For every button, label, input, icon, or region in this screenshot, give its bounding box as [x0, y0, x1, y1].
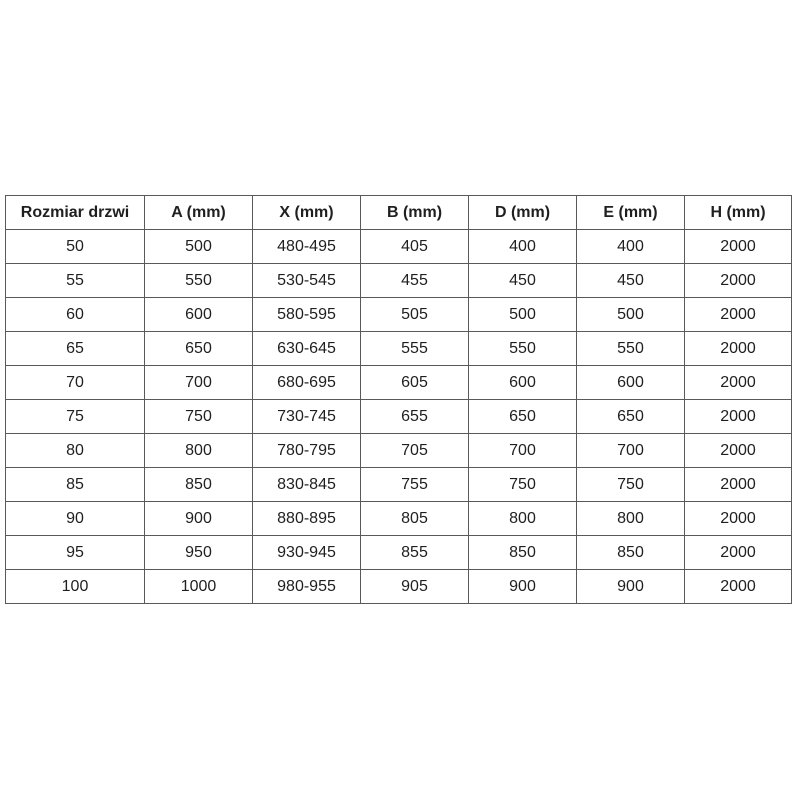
table-cell: 750 [576, 467, 685, 502]
table-cell: 655 [360, 399, 469, 434]
table-row: 90 900 880-895 805 800 800 2000 [5, 501, 792, 536]
table-header-row: Rozmiar drzwi A (mm) X (mm) B (mm) D (mm… [5, 195, 792, 230]
table-cell: 505 [360, 297, 469, 332]
table-cell: 2000 [684, 433, 792, 468]
header-b-mm: B (mm) [360, 195, 469, 230]
table-cell: 850 [144, 467, 253, 502]
table-row: 75 750 730-745 655 650 650 2000 [5, 399, 792, 434]
table-cell: 70 [5, 365, 145, 400]
table-cell: 500 [144, 229, 253, 264]
table-cell: 550 [576, 331, 685, 366]
table-row: 65 650 630-645 555 550 550 2000 [5, 331, 792, 366]
table-cell: 705 [360, 433, 469, 468]
table-cell: 850 [468, 535, 577, 570]
table-cell: 905 [360, 569, 469, 604]
table-cell: 80 [5, 433, 145, 468]
table-cell: 100 [5, 569, 145, 604]
table-cell: 780-795 [252, 433, 361, 468]
table-row: 80 800 780-795 705 700 700 2000 [5, 433, 792, 468]
table-cell: 1000 [144, 569, 253, 604]
table-cell: 900 [468, 569, 577, 604]
table-cell: 550 [144, 263, 253, 298]
table-cell: 550 [468, 331, 577, 366]
table-cell: 65 [5, 331, 145, 366]
table-cell: 2000 [684, 229, 792, 264]
table-cell: 650 [576, 399, 685, 434]
table-cell: 830-845 [252, 467, 361, 502]
table-cell: 980-955 [252, 569, 361, 604]
header-e-mm: E (mm) [576, 195, 685, 230]
table-cell: 800 [576, 501, 685, 536]
table-cell: 2000 [684, 467, 792, 502]
table-cell: 2000 [684, 263, 792, 298]
table-cell: 650 [144, 331, 253, 366]
table-cell: 850 [576, 535, 685, 570]
table-cell: 75 [5, 399, 145, 434]
table-cell: 55 [5, 263, 145, 298]
table-cell: 90 [5, 501, 145, 536]
table-cell: 2000 [684, 501, 792, 536]
table-cell: 405 [360, 229, 469, 264]
table-cell: 480-495 [252, 229, 361, 264]
table-cell: 95 [5, 535, 145, 570]
table-cell: 750 [468, 467, 577, 502]
table-cell: 805 [360, 501, 469, 536]
table-cell: 605 [360, 365, 469, 400]
header-d-mm: D (mm) [468, 195, 577, 230]
table-cell: 500 [576, 297, 685, 332]
table-cell: 750 [144, 399, 253, 434]
table-cell: 2000 [684, 399, 792, 434]
header-a-mm: A (mm) [144, 195, 253, 230]
table-cell: 2000 [684, 365, 792, 400]
table-cell: 800 [144, 433, 253, 468]
table-cell: 680-695 [252, 365, 361, 400]
table-row: 100 1000 980-955 905 900 900 2000 [5, 569, 792, 604]
table-cell: 650 [468, 399, 577, 434]
table-row: 95 950 930-945 855 850 850 2000 [5, 535, 792, 570]
table-cell: 455 [360, 263, 469, 298]
table-cell: 600 [576, 365, 685, 400]
table-cell: 730-745 [252, 399, 361, 434]
table-row: 50 500 480-495 405 400 400 2000 [5, 229, 792, 264]
table-cell: 450 [576, 263, 685, 298]
table-cell: 400 [576, 229, 685, 264]
table-cell: 60 [5, 297, 145, 332]
table-cell: 2000 [684, 297, 792, 332]
table-row: 55 550 530-545 455 450 450 2000 [5, 263, 792, 298]
table-cell: 900 [144, 501, 253, 536]
table-cell: 600 [468, 365, 577, 400]
table-cell: 530-545 [252, 263, 361, 298]
table-cell: 855 [360, 535, 469, 570]
table-cell: 700 [576, 433, 685, 468]
table-cell: 800 [468, 501, 577, 536]
header-rozmiar-drzwi: Rozmiar drzwi [5, 195, 145, 230]
table-cell: 600 [144, 297, 253, 332]
table-cell: 500 [468, 297, 577, 332]
table-cell: 2000 [684, 331, 792, 366]
table-row: 60 600 580-595 505 500 500 2000 [5, 297, 792, 332]
door-size-table: Rozmiar drzwi A (mm) X (mm) B (mm) D (mm… [5, 195, 792, 604]
table-cell: 755 [360, 467, 469, 502]
table-cell: 700 [144, 365, 253, 400]
table-cell: 2000 [684, 535, 792, 570]
table-cell: 555 [360, 331, 469, 366]
table-cell: 400 [468, 229, 577, 264]
table-cell: 700 [468, 433, 577, 468]
table-body: 50 500 480-495 405 400 400 2000 55 550 530-545 455… [5, 229, 792, 604]
header-x-mm: X (mm) [252, 195, 361, 230]
table-cell: 930-945 [252, 535, 361, 570]
table-cell: 580-595 [252, 297, 361, 332]
table-row: 70 700 680-695 605 600 600 2000 [5, 365, 792, 400]
header-h-mm: H (mm) [684, 195, 792, 230]
table-cell: 880-895 [252, 501, 361, 536]
table-cell: 900 [576, 569, 685, 604]
table-cell: 50 [5, 229, 145, 264]
table-cell: 630-645 [252, 331, 361, 366]
table-row: 85 850 830-845 755 750 750 2000 [5, 467, 792, 502]
table-cell: 450 [468, 263, 577, 298]
table-cell: 2000 [684, 569, 792, 604]
table-cell: 85 [5, 467, 145, 502]
table-cell: 950 [144, 535, 253, 570]
